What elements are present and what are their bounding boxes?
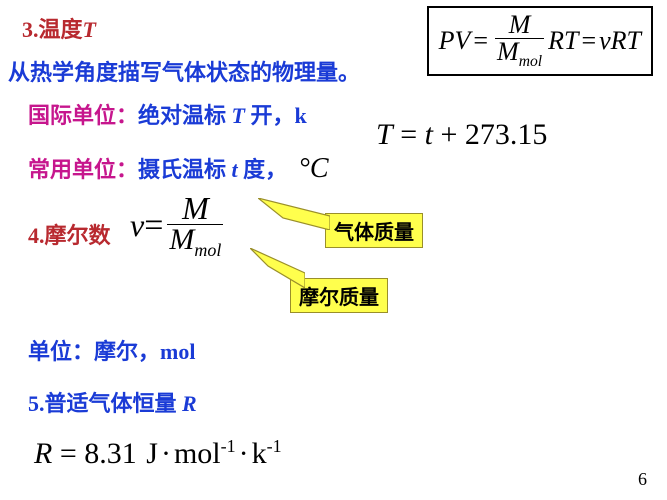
eqR: = xyxy=(52,437,84,470)
section-3-heading: 3.温度T xyxy=(22,12,96,44)
description-line: 从热学角度描写气体状态的物理量。 xyxy=(8,55,360,87)
common-unit-line: 常用单位：摄氏温标 t 度， °C xyxy=(28,152,329,185)
pv: PV xyxy=(439,26,471,56)
section-3-title: 温度 xyxy=(39,17,83,42)
section-5-title: 普适气体恒量 xyxy=(45,391,183,416)
ideal-gas-formula-box: PV = M Mmol RT = νRT xyxy=(427,6,653,76)
kelvin-celsius-formula: T = t + 273.15 xyxy=(376,118,547,152)
page-number: 6 xyxy=(638,469,647,490)
nu2: ν xyxy=(130,207,144,244)
Rval: 8.31 xyxy=(84,437,137,470)
const: 273.15 xyxy=(465,118,548,151)
plus: + xyxy=(433,118,465,151)
unit-J: J xyxy=(146,437,158,470)
mol-unit-line: 单位：摩尔，mol xyxy=(28,334,195,366)
common-text2: 度， xyxy=(238,157,288,182)
section-4-title: 摩尔数 xyxy=(45,223,111,248)
exp1: -1 xyxy=(221,436,236,456)
intl-T: T xyxy=(232,103,245,128)
eq3: = xyxy=(144,207,163,245)
unit-mol: mol xyxy=(174,437,221,470)
gas-constant-formula: R = 8.31 J·mol-1·k-1 xyxy=(34,436,282,471)
T: T xyxy=(376,118,393,151)
eq: = xyxy=(393,118,425,151)
frac-den: Mmol xyxy=(495,38,544,70)
intl-label: 国际单位： xyxy=(28,103,138,128)
eq1: = xyxy=(473,26,488,56)
dot1: · xyxy=(161,437,171,470)
mole-den: Mmol xyxy=(167,224,223,259)
rt1: RT xyxy=(548,26,578,56)
mol-unit-text: 摩尔，mol xyxy=(94,339,195,364)
t: t xyxy=(425,118,433,151)
intl-unit-line: 国际单位：绝对温标 T 开，k xyxy=(28,98,307,130)
section-5-number: 5. xyxy=(28,391,45,416)
section-3-number: 3. xyxy=(22,17,39,42)
common-label: 常用单位： xyxy=(28,157,138,182)
mole-number-formula: ν = M Mmol xyxy=(130,192,227,259)
nu: ν xyxy=(599,26,611,56)
mass-ratio-fraction: M Mmol xyxy=(495,12,544,70)
section-5-R: R xyxy=(182,391,197,416)
rt2: RT xyxy=(611,26,641,56)
dot2: · xyxy=(239,437,249,470)
section-3-symbol: T xyxy=(83,17,96,42)
intl-text1: 绝对温标 xyxy=(138,103,232,128)
callout-arrow-2 xyxy=(250,248,305,288)
celsius-symbol: °C xyxy=(299,153,329,184)
section-5-heading: 5.普适气体恒量 R xyxy=(28,386,197,418)
intl-text2: 开，k xyxy=(245,103,307,128)
frac-num: M xyxy=(507,12,533,38)
eq2: = xyxy=(581,26,596,56)
mole-fraction: M Mmol xyxy=(167,192,223,259)
mol-unit-label: 单位： xyxy=(28,339,94,364)
callout-gas-mass: 气体质量 xyxy=(325,213,423,248)
R: R xyxy=(34,437,52,470)
exp2: -1 xyxy=(267,436,282,456)
unit-k: k xyxy=(252,437,267,470)
section-4-number: 4. xyxy=(28,223,45,248)
mole-num: M xyxy=(180,192,211,224)
common-text1: 摄氏温标 xyxy=(138,157,232,182)
section-4-heading: 4.摩尔数 xyxy=(28,218,111,250)
callout-arrow-1 xyxy=(258,198,330,230)
